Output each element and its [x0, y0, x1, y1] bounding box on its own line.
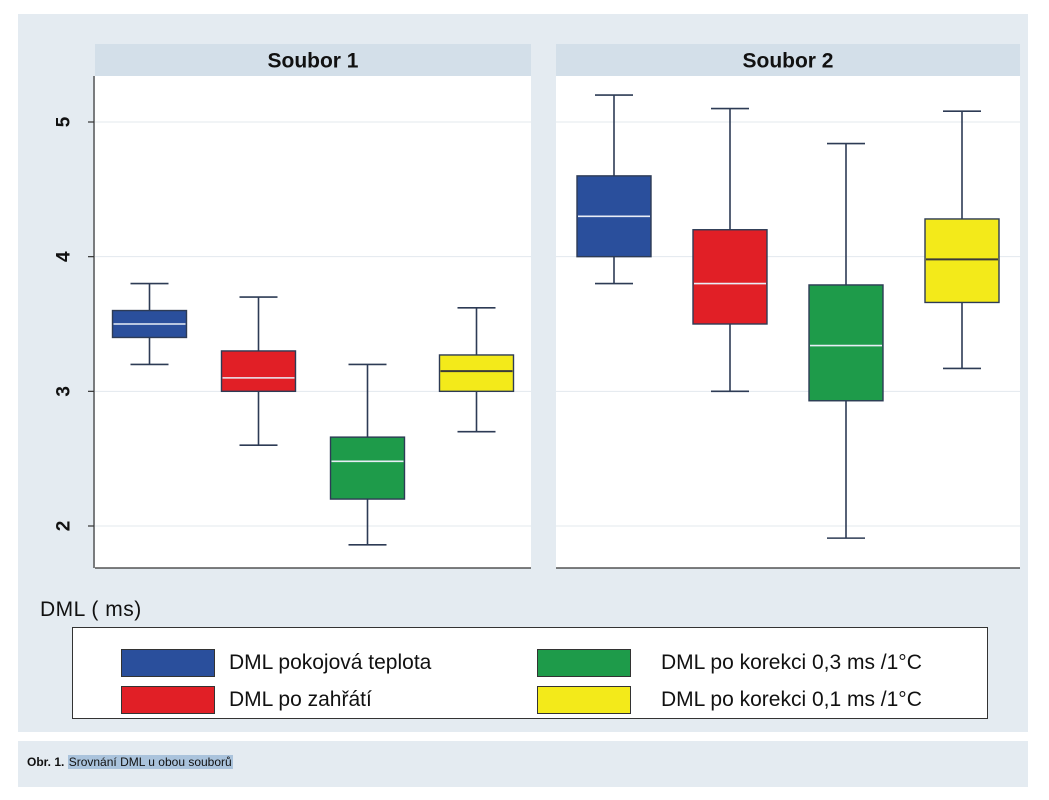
- y-tick-label: 2: [54, 521, 75, 532]
- box-iqr: [329, 436, 406, 500]
- box-iqr: [220, 350, 297, 393]
- legend-item-room-temperature: DML pokojová teplota: [121, 649, 431, 677]
- box-iqr: [692, 229, 768, 325]
- caption-text: Srovnání DML u obou souborů: [67, 755, 233, 769]
- y-axis-title: DML ( ms): [40, 598, 142, 621]
- legend-swatch-blue: [121, 649, 215, 677]
- panel-plot-area: [556, 76, 1020, 568]
- legend-item-after-heating: DML po zahřátí: [121, 686, 372, 714]
- box-iqr: [438, 354, 515, 393]
- legend-label: DML po zahřátí: [229, 688, 372, 711]
- y-tick-label: 3: [54, 386, 75, 397]
- legend-swatch-yellow: [537, 686, 631, 714]
- legend-label: DML pokojová teplota: [229, 651, 432, 674]
- legend-label: DML po korekci 0,3 ms /1°C: [661, 651, 922, 674]
- y-tick-label: 5: [54, 116, 75, 127]
- panel-title: Soubor 2: [742, 50, 833, 73]
- figure-caption: Obr. 1. Srovnání DML u obou souborů: [27, 755, 233, 769]
- panel-header: [95, 44, 531, 76]
- legend-item-correction-0-1: DML po korekci 0,1 ms /1°C: [537, 686, 922, 714]
- legend-swatch-red: [121, 686, 215, 714]
- caption-bar: Obr. 1. Srovnání DML u obou souborů: [18, 741, 1028, 787]
- caption-prefix: Obr. 1.: [27, 755, 65, 769]
- box-iqr: [924, 218, 1000, 304]
- box-iqr: [808, 284, 884, 402]
- legend-swatch-green: [537, 649, 631, 677]
- y-tick-label: 4: [54, 251, 75, 262]
- legend: DML pokojová teplota DML po zahřátí DML …: [72, 627, 988, 719]
- panel-title: Soubor 1: [267, 50, 358, 73]
- box-plot-chart: 2 3 4 5 Soubor 1 Soubor 2: [54, 44, 1020, 569]
- panel-header: [556, 44, 1020, 76]
- legend-item-correction-0-3: DML po korekci 0,3 ms /1°C: [537, 649, 922, 677]
- figure: 2 3 4 5 Soubor 1 Soubor 2 DML ( ms) DML pokoj…: [18, 14, 1028, 732]
- legend-label: DML po korekci 0,1 ms /1°C: [661, 688, 922, 711]
